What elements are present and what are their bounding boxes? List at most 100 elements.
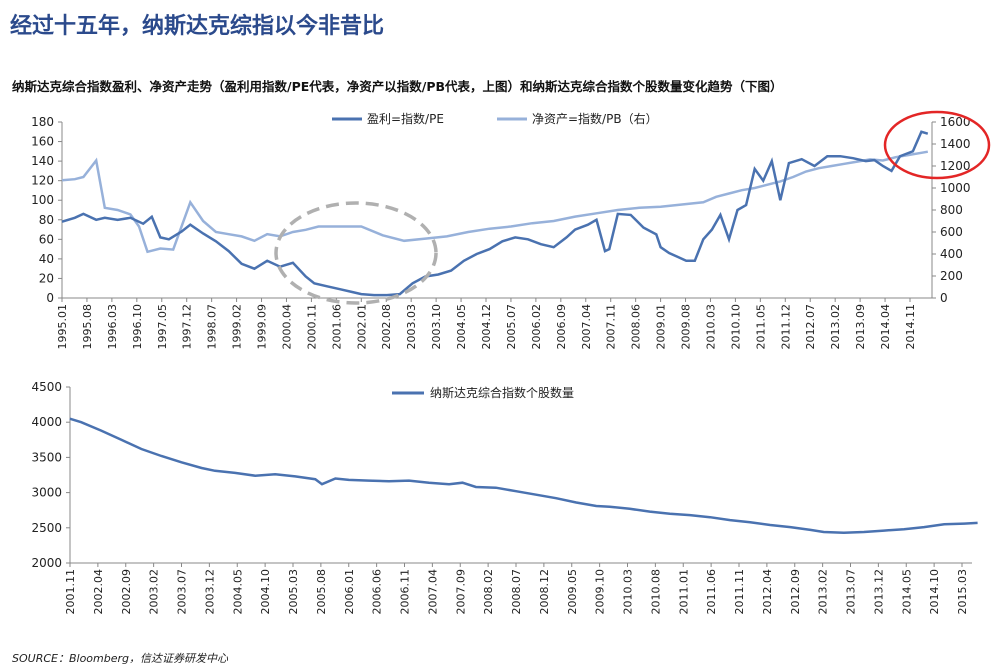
x-tick-label: 2003.02	[148, 569, 161, 615]
x-tick-label: 2003.10	[430, 304, 443, 350]
x-tick-label: 2006.11	[399, 569, 412, 615]
y-tick-label-left: 160	[31, 135, 54, 149]
x-tick-label: 2010.03	[622, 569, 635, 615]
series-line-stock-count	[69, 417, 978, 534]
x-tick-label: 2004.12	[480, 304, 493, 350]
x-tick-label: 2003.03	[405, 304, 418, 350]
series-line-earnings	[61, 130, 929, 297]
y-tick-label: 2500	[31, 521, 62, 535]
x-tick-label: 2008.06	[630, 304, 643, 350]
y-tick-label-right: 0	[940, 291, 948, 305]
y-tick-label-right: 1600	[940, 115, 971, 129]
x-tick-label: 2009.08	[680, 304, 693, 350]
y-tick-label-left: 60	[39, 232, 54, 246]
x-tick-label: 2006.01	[343, 569, 356, 615]
x-tick-label: 2013.12	[872, 569, 885, 615]
source-note: SOURCE：Bloomberg，信达证券研发中心	[12, 652, 228, 665]
x-tick-label: 2011.11	[733, 569, 746, 615]
x-tick-label: 1995.08	[81, 304, 94, 350]
annotation-circle-gray	[274, 201, 438, 305]
legend-label-earnings: 盈利=指数/PE	[367, 111, 444, 126]
x-tick-label: 2013.09	[854, 304, 867, 350]
x-tick-label: 2014.04	[879, 304, 892, 350]
y-tick-label-right: 800	[940, 203, 963, 217]
x-tick-label: 2006.06	[371, 569, 384, 615]
x-tick-label: 1997.12	[181, 304, 194, 350]
x-tick-label: 2007.04	[426, 569, 439, 615]
y-tick-label-left: 100	[31, 193, 54, 207]
x-tick-label: 2000.11	[305, 304, 318, 350]
y-tick-label-left: 80	[39, 213, 54, 227]
x-tick-label: 1996.03	[106, 304, 119, 350]
y-tick-label: 3500	[31, 450, 62, 464]
x-tick-label: 2008.12	[538, 569, 551, 615]
x-tick-label: 2009.10	[594, 569, 607, 615]
x-tick-label: 2013.02	[829, 304, 842, 350]
x-tick-label: 2008.02	[482, 569, 495, 615]
x-tick-label: 2005.03	[287, 569, 300, 615]
x-tick-label: 2001.06	[330, 304, 343, 350]
x-tick-label: 2000.04	[280, 304, 293, 350]
x-tick-label: 2004.05	[455, 304, 468, 350]
x-tick-label: 2014.10	[928, 569, 941, 615]
y-tick-label-left: 140	[31, 154, 54, 168]
y-tick-label-right: 600	[940, 225, 963, 239]
x-tick-label: 2005.08	[315, 569, 328, 615]
y-tick-label-left: 180	[31, 115, 54, 129]
x-tick-label: 1999.02	[231, 304, 244, 350]
x-tick-label: 2015.03	[956, 569, 969, 615]
y-tick-label: 2000	[31, 556, 62, 570]
x-tick-label: 2002.09	[120, 569, 133, 615]
y-tick-label: 4000	[31, 415, 62, 429]
x-tick-label: 2011.12	[779, 304, 792, 350]
x-tick-label: 2010.03	[704, 304, 717, 350]
y-tick-label: 3000	[31, 486, 62, 500]
figure-caption: 纳斯达克综合指数盈利、净资产走势（盈利用指数/PE代表，净资产以指数/PB代表，…	[12, 79, 783, 94]
legend-label-stock-count: 纳斯达克综合指数个股数量	[430, 385, 574, 400]
x-tick-label: 1996.10	[131, 304, 144, 350]
x-tick-label: 2014.05	[900, 569, 913, 615]
x-tick-label: 2009.01	[655, 304, 668, 350]
legend-label-book-value: 净资产=指数/PB（右）	[532, 111, 658, 126]
y-tick-label-right: 1000	[940, 181, 971, 195]
x-tick-label: 2003.07	[176, 569, 189, 615]
x-tick-label: 2007.11	[605, 304, 618, 350]
y-tick-label-left: 120	[31, 174, 54, 188]
y-tick-label-right: 1200	[940, 159, 971, 173]
x-tick-label: 2013.07	[845, 569, 858, 615]
x-tick-label: 1999.09	[256, 304, 269, 350]
x-tick-label: 2002.04	[92, 569, 105, 615]
x-tick-label: 2011.01	[677, 569, 690, 615]
x-tick-label: 2007.09	[454, 569, 467, 615]
x-tick-label: 2007.04	[580, 304, 593, 350]
x-tick-label: 1997.05	[156, 304, 169, 350]
x-tick-label: 2002.01	[355, 304, 368, 350]
annotation-circle-red	[883, 110, 991, 180]
x-tick-label: 1998.07	[206, 304, 219, 350]
x-tick-label: 2011.06	[705, 569, 718, 615]
x-tick-label: 2004.10	[259, 569, 272, 615]
page-headline: 经过十五年，纳斯达克综指以今非昔比	[10, 14, 385, 39]
earnings-book-value-chart: 1801601401201008060402001600140012001000…	[31, 110, 991, 350]
y-tick-label-right: 200	[940, 269, 963, 283]
y-tick-label-left: 20	[39, 271, 54, 285]
series-line-book-value	[61, 150, 929, 254]
x-tick-label: 2012.04	[761, 569, 774, 615]
x-tick-label: 2010.08	[649, 569, 662, 615]
x-tick-label: 2006.09	[555, 304, 568, 350]
x-tick-label: 2005.07	[505, 304, 518, 350]
x-tick-label: 2012.07	[804, 304, 817, 350]
y-tick-label-right: 400	[940, 247, 963, 261]
x-tick-label: 2008.07	[510, 569, 523, 615]
x-tick-label: 2010.10	[729, 304, 742, 350]
y-tick-label-right: 1400	[940, 137, 971, 151]
y-tick-label-left: 0	[46, 291, 54, 305]
y-tick-label-left: 40	[39, 252, 54, 266]
x-tick-label: 2006.02	[530, 304, 543, 350]
x-tick-label: 2009.05	[566, 569, 579, 615]
x-tick-label: 2002.08	[380, 304, 393, 350]
x-tick-label: 2011.05	[754, 304, 767, 350]
x-tick-label: 2014.11	[904, 304, 917, 350]
